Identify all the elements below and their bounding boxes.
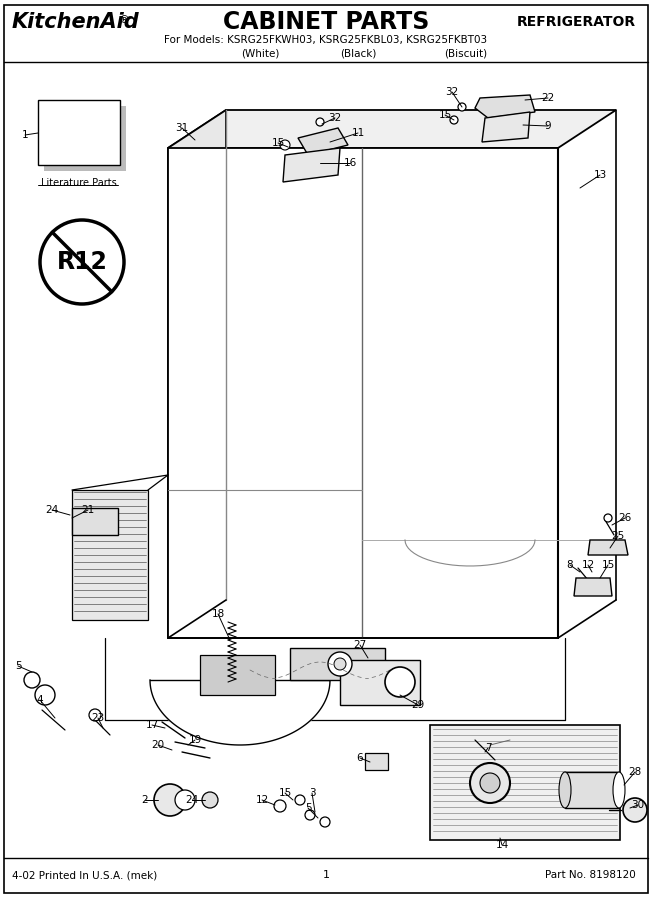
Circle shape [450,116,458,124]
Polygon shape [475,95,535,118]
Text: KitchenAid: KitchenAid [12,12,140,32]
Circle shape [35,685,55,705]
Text: 9: 9 [544,121,552,131]
Ellipse shape [480,773,500,793]
Text: 18: 18 [211,609,225,619]
Text: 6: 6 [357,753,363,763]
Polygon shape [574,578,612,596]
Text: 16: 16 [344,158,357,168]
Text: 15: 15 [278,788,291,798]
Polygon shape [283,148,340,182]
Text: R12: R12 [57,250,108,274]
Text: 12: 12 [256,795,269,805]
Text: 23: 23 [91,713,104,723]
Text: 12: 12 [582,560,595,570]
Text: 7: 7 [484,743,492,753]
Text: 19: 19 [188,735,201,745]
Circle shape [458,103,466,111]
Text: 15: 15 [271,138,285,148]
Polygon shape [482,112,530,142]
Circle shape [305,810,315,820]
Polygon shape [168,110,226,638]
Circle shape [202,792,218,808]
Polygon shape [168,110,616,148]
Polygon shape [168,148,558,638]
Text: 11: 11 [351,128,364,138]
Ellipse shape [470,763,510,803]
Ellipse shape [385,667,415,697]
Circle shape [280,140,290,150]
Text: 15: 15 [601,560,615,570]
Circle shape [274,800,286,812]
Text: (Black): (Black) [340,48,376,58]
Polygon shape [365,753,388,770]
Polygon shape [150,680,330,745]
Text: 22: 22 [541,93,555,103]
Ellipse shape [559,772,571,808]
Text: For Models: KSRG25FKWH03, KSRG25FKBL03, KSRG25FKBT03: For Models: KSRG25FKWH03, KSRG25FKBL03, … [164,35,488,45]
Text: 24: 24 [46,505,59,515]
Polygon shape [72,490,148,620]
Text: Literature Parts: Literature Parts [41,178,117,188]
Text: 13: 13 [593,170,606,180]
Text: 5: 5 [304,803,311,813]
Circle shape [604,514,612,522]
Text: 4: 4 [37,695,43,705]
Circle shape [89,709,101,721]
Text: ®: ® [118,15,129,25]
Text: (Biscuit): (Biscuit) [445,48,488,58]
Text: 32: 32 [445,87,458,97]
Text: 29: 29 [411,700,424,710]
Text: 4-02 Printed In U.S.A. (mek): 4-02 Printed In U.S.A. (mek) [12,870,157,880]
Polygon shape [565,772,619,808]
Circle shape [316,118,324,126]
Text: 25: 25 [612,531,625,541]
Circle shape [175,790,195,810]
Text: 26: 26 [618,513,632,523]
Polygon shape [72,508,118,535]
Text: (White): (White) [241,48,279,58]
Polygon shape [44,106,126,171]
Ellipse shape [613,772,625,808]
Text: 28: 28 [629,767,642,777]
Text: 20: 20 [151,740,164,750]
Circle shape [623,798,647,822]
Text: 1: 1 [22,130,28,140]
Text: 31: 31 [175,123,188,133]
Text: CABINET PARTS: CABINET PARTS [223,10,429,34]
Circle shape [24,672,40,688]
Circle shape [40,220,124,304]
Polygon shape [430,725,620,840]
Polygon shape [200,655,275,695]
Polygon shape [340,660,420,705]
Text: 14: 14 [496,840,509,850]
Text: 32: 32 [329,113,342,123]
Text: 15: 15 [438,110,452,120]
Polygon shape [290,648,385,680]
Text: 27: 27 [353,640,366,650]
Text: 21: 21 [82,505,95,515]
Ellipse shape [328,652,352,676]
Text: Part No. 8198120: Part No. 8198120 [545,870,636,880]
Polygon shape [588,540,628,555]
Text: 30: 30 [631,800,645,810]
Text: 2: 2 [141,795,148,805]
Circle shape [295,795,305,805]
Text: REFRIGERATOR: REFRIGERATOR [517,15,636,29]
Text: 1: 1 [323,870,329,880]
Text: 24: 24 [185,795,199,805]
Circle shape [154,784,186,816]
Text: 3: 3 [308,788,316,798]
Ellipse shape [334,658,346,670]
Polygon shape [298,128,348,155]
Polygon shape [38,100,120,165]
Text: 17: 17 [145,720,158,730]
Text: 8: 8 [567,560,573,570]
Text: 5: 5 [15,661,22,671]
Circle shape [320,817,330,827]
